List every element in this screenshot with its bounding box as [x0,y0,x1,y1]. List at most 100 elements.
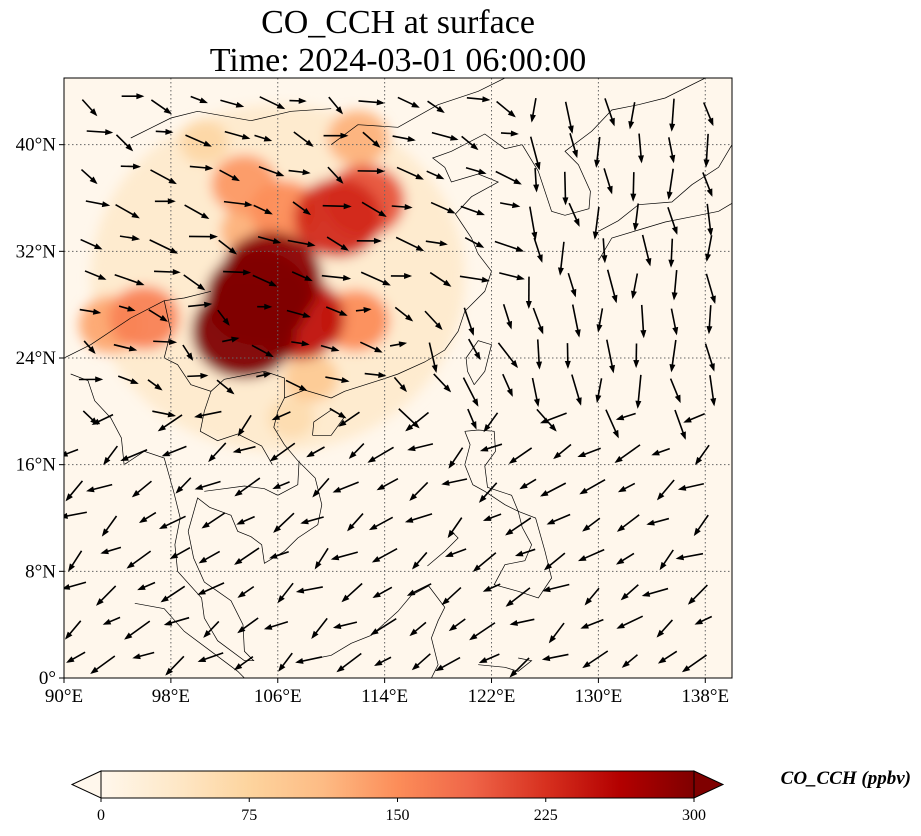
lon-tick-label: 122°E [468,686,516,707]
wind-arrow [548,622,565,644]
wind-arrow [390,273,413,280]
wind-arrow [669,339,677,373]
wind-arrow [190,95,208,104]
wind-arrow [376,478,399,491]
wind-arrow [405,411,430,432]
wind-arrow [668,238,675,268]
wind-arrow [80,238,103,250]
wind-arrow [330,551,358,561]
wind-arrow [332,481,359,493]
wind-arrow [395,236,425,252]
wind-arrow [460,205,485,216]
wind-arrow [124,620,151,640]
wind-arrow [288,169,311,176]
coastline-segment [130,108,332,139]
wind-arrow [120,163,142,170]
wind-arrow [499,202,521,209]
wind-arrow [278,652,293,672]
wind-arrow [404,513,433,523]
wind-arrow [605,409,619,439]
wind-arrow [169,547,191,560]
wind-arrow [223,200,253,208]
lon-tick-label: 106°E [254,686,302,707]
wind-arrow [391,204,413,211]
wind-arrow [251,344,274,358]
wind-arrow [359,341,383,353]
wind-arrow [258,166,285,177]
wind-arrow [675,552,704,561]
wind-arrow [253,204,273,215]
wind-arrow [175,477,192,494]
wind-arrow [633,343,640,369]
wind-arrow [393,376,407,393]
wind-arrow [427,100,445,114]
wind-arrow [462,377,479,407]
colorbar-tick-label: 75 [241,807,257,824]
coastline-segment [134,602,245,678]
wind-arrow [568,202,580,227]
wind-arrow [465,166,487,175]
colorbar-max-extend [693,770,725,799]
wind-arrow [114,273,145,286]
lat-tick-label: 32°N [16,241,57,262]
colorbar-min-extend [70,770,102,799]
wind-arrow [218,239,238,255]
wind-arrow [80,168,98,185]
wind-arrow [286,309,311,318]
wind-arrow [667,137,676,164]
wind-arrow [119,235,141,241]
wind-arrow [154,198,176,205]
wind-arrow [232,445,256,454]
colorbar-gradient [100,770,695,799]
wind-arrow [424,310,443,331]
wind-arrow [138,511,157,523]
coastline-segment [521,78,706,216]
wind-arrow [64,511,87,519]
wind-arrow [332,621,358,629]
wind-arrow [640,304,647,339]
wind-arrow [494,240,525,252]
wind-arrow [411,653,431,671]
wind-arrow [234,477,261,497]
wind-arrow [464,237,485,248]
wind-arrow [430,201,456,214]
wind-arrow [79,308,102,315]
coastline-segment [284,133,523,399]
coastline-segment [427,531,459,567]
wind-arrow [693,514,709,537]
wind-arrow [360,271,391,286]
wind-arrow [595,378,603,404]
wind-arrow [100,546,122,555]
wind-arrow [201,512,226,529]
wind-arrow [131,480,152,498]
wind-arrow [115,204,140,219]
wind-arrow [705,235,713,262]
wind-arrow [580,618,604,629]
wind-arrow [68,550,83,572]
wind-arrow [411,551,428,570]
wind-arrow [632,203,640,232]
concentration-hotspot [191,284,297,379]
wind-arrow [65,480,84,502]
wind-arrow [441,478,468,486]
wind-arrow [203,620,220,638]
wind-arrow [603,168,613,195]
coastline-segment [330,78,506,145]
wind-arrow [709,375,717,407]
concentration-hotspot [179,119,229,165]
wind-arrow [163,616,190,626]
wind-arrow [285,379,308,391]
wind-arrow [338,411,360,427]
wind-arrow [367,446,394,463]
wind-arrow [536,339,543,370]
coastline-segment [464,429,519,513]
wind-arrow [592,206,600,240]
wind-arrow [269,551,289,559]
wind-arrow [272,481,290,489]
wind-arrow [577,548,605,562]
wind-arrow [237,585,255,598]
wind-arrow [594,136,601,168]
wind-arrow [577,447,601,458]
wind-arrow [183,274,206,291]
